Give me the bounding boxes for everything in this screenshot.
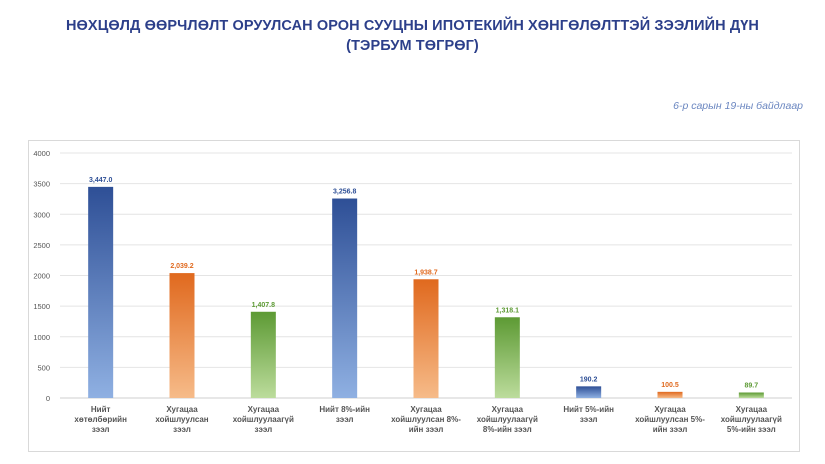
y-tick-label: 3000 (33, 210, 50, 219)
bar-value-label: 3,256.8 (333, 189, 356, 196)
bar-value-label: 1,938.7 (414, 269, 437, 276)
bars (88, 186, 764, 398)
category-label: Хугацаа хойшлуулсан 5%-ийн зээл (635, 405, 705, 434)
category-label: Нийт 8%-ийн зээл (319, 405, 370, 424)
date-note: 6-р сарын 19-ны байдлаар (673, 100, 803, 112)
bar (576, 386, 602, 398)
y-tick-label: 500 (37, 363, 50, 372)
bar-value-label: 1,318.1 (496, 307, 519, 314)
y-tick-label: 1500 (33, 302, 50, 311)
y-tick-label: 4000 (33, 149, 50, 158)
category-label: Нийт хөтөлбөрийн зээл (74, 405, 127, 434)
bar-value-label: 2,039.2 (170, 263, 193, 270)
value-labels: 3,447.0 2,039.2 1,407.8 3,256.8 1,938.7 1,318… (89, 177, 758, 390)
y-axis-ticks: 0 500 1000 1500 2000 2500 3000 3500 4000 (33, 149, 50, 403)
bar (332, 198, 358, 398)
y-tick-label: 2500 (33, 241, 50, 250)
bar-value-label: 1,407.8 (252, 302, 275, 309)
chart-title: НӨХЦӨЛД ӨӨРЧЛӨЛТ ОРУУЛСАН ОРОН СУУЦНЫ ИП… (0, 16, 825, 56)
category-label: Нийт 5%-ийн зээл (563, 405, 614, 424)
category-label: Хугацаа хойшлуулаагүй 5%-ийн зээл (721, 405, 782, 434)
chart-title-line2: (ТЭРБУМ ТӨГРӨГ) (346, 38, 479, 54)
category-label: Хугацаа хойшлуулаагүй зээл (233, 405, 294, 434)
category-label: Хугацаа хойшлуулсан 8%-ийн зээл (391, 405, 461, 434)
category-labels: Нийт хөтөлбөрийн зээл Хугацаа хойшлуулсан зээ… (74, 405, 782, 434)
bar-value-label: 100.5 (661, 382, 679, 389)
bar (250, 311, 276, 398)
bar (738, 392, 764, 398)
y-tick-label: 0 (46, 394, 50, 403)
bar (88, 186, 114, 398)
y-tick-label: 2000 (33, 272, 50, 281)
y-tick-label: 3500 (33, 180, 50, 189)
bar (413, 279, 439, 398)
category-label: Хугацаа хойшлуулсан зээл (155, 405, 208, 434)
chart-title-line1: НӨХЦӨЛД ӨӨРЧЛӨЛТ ОРУУЛСАН ОРОН СУУЦНЫ ИП… (65, 18, 760, 34)
bar (494, 317, 520, 398)
bar (169, 273, 195, 398)
bar-value-label: 3,447.0 (89, 177, 112, 184)
bar (657, 391, 683, 398)
bar-value-label: 89.7 (745, 383, 759, 390)
y-tick-label: 1000 (33, 333, 50, 342)
category-label: Хугацаа хойшлуулаагүй 8%-ийн зээл (477, 405, 538, 434)
bar-value-label: 190.2 (580, 376, 598, 383)
